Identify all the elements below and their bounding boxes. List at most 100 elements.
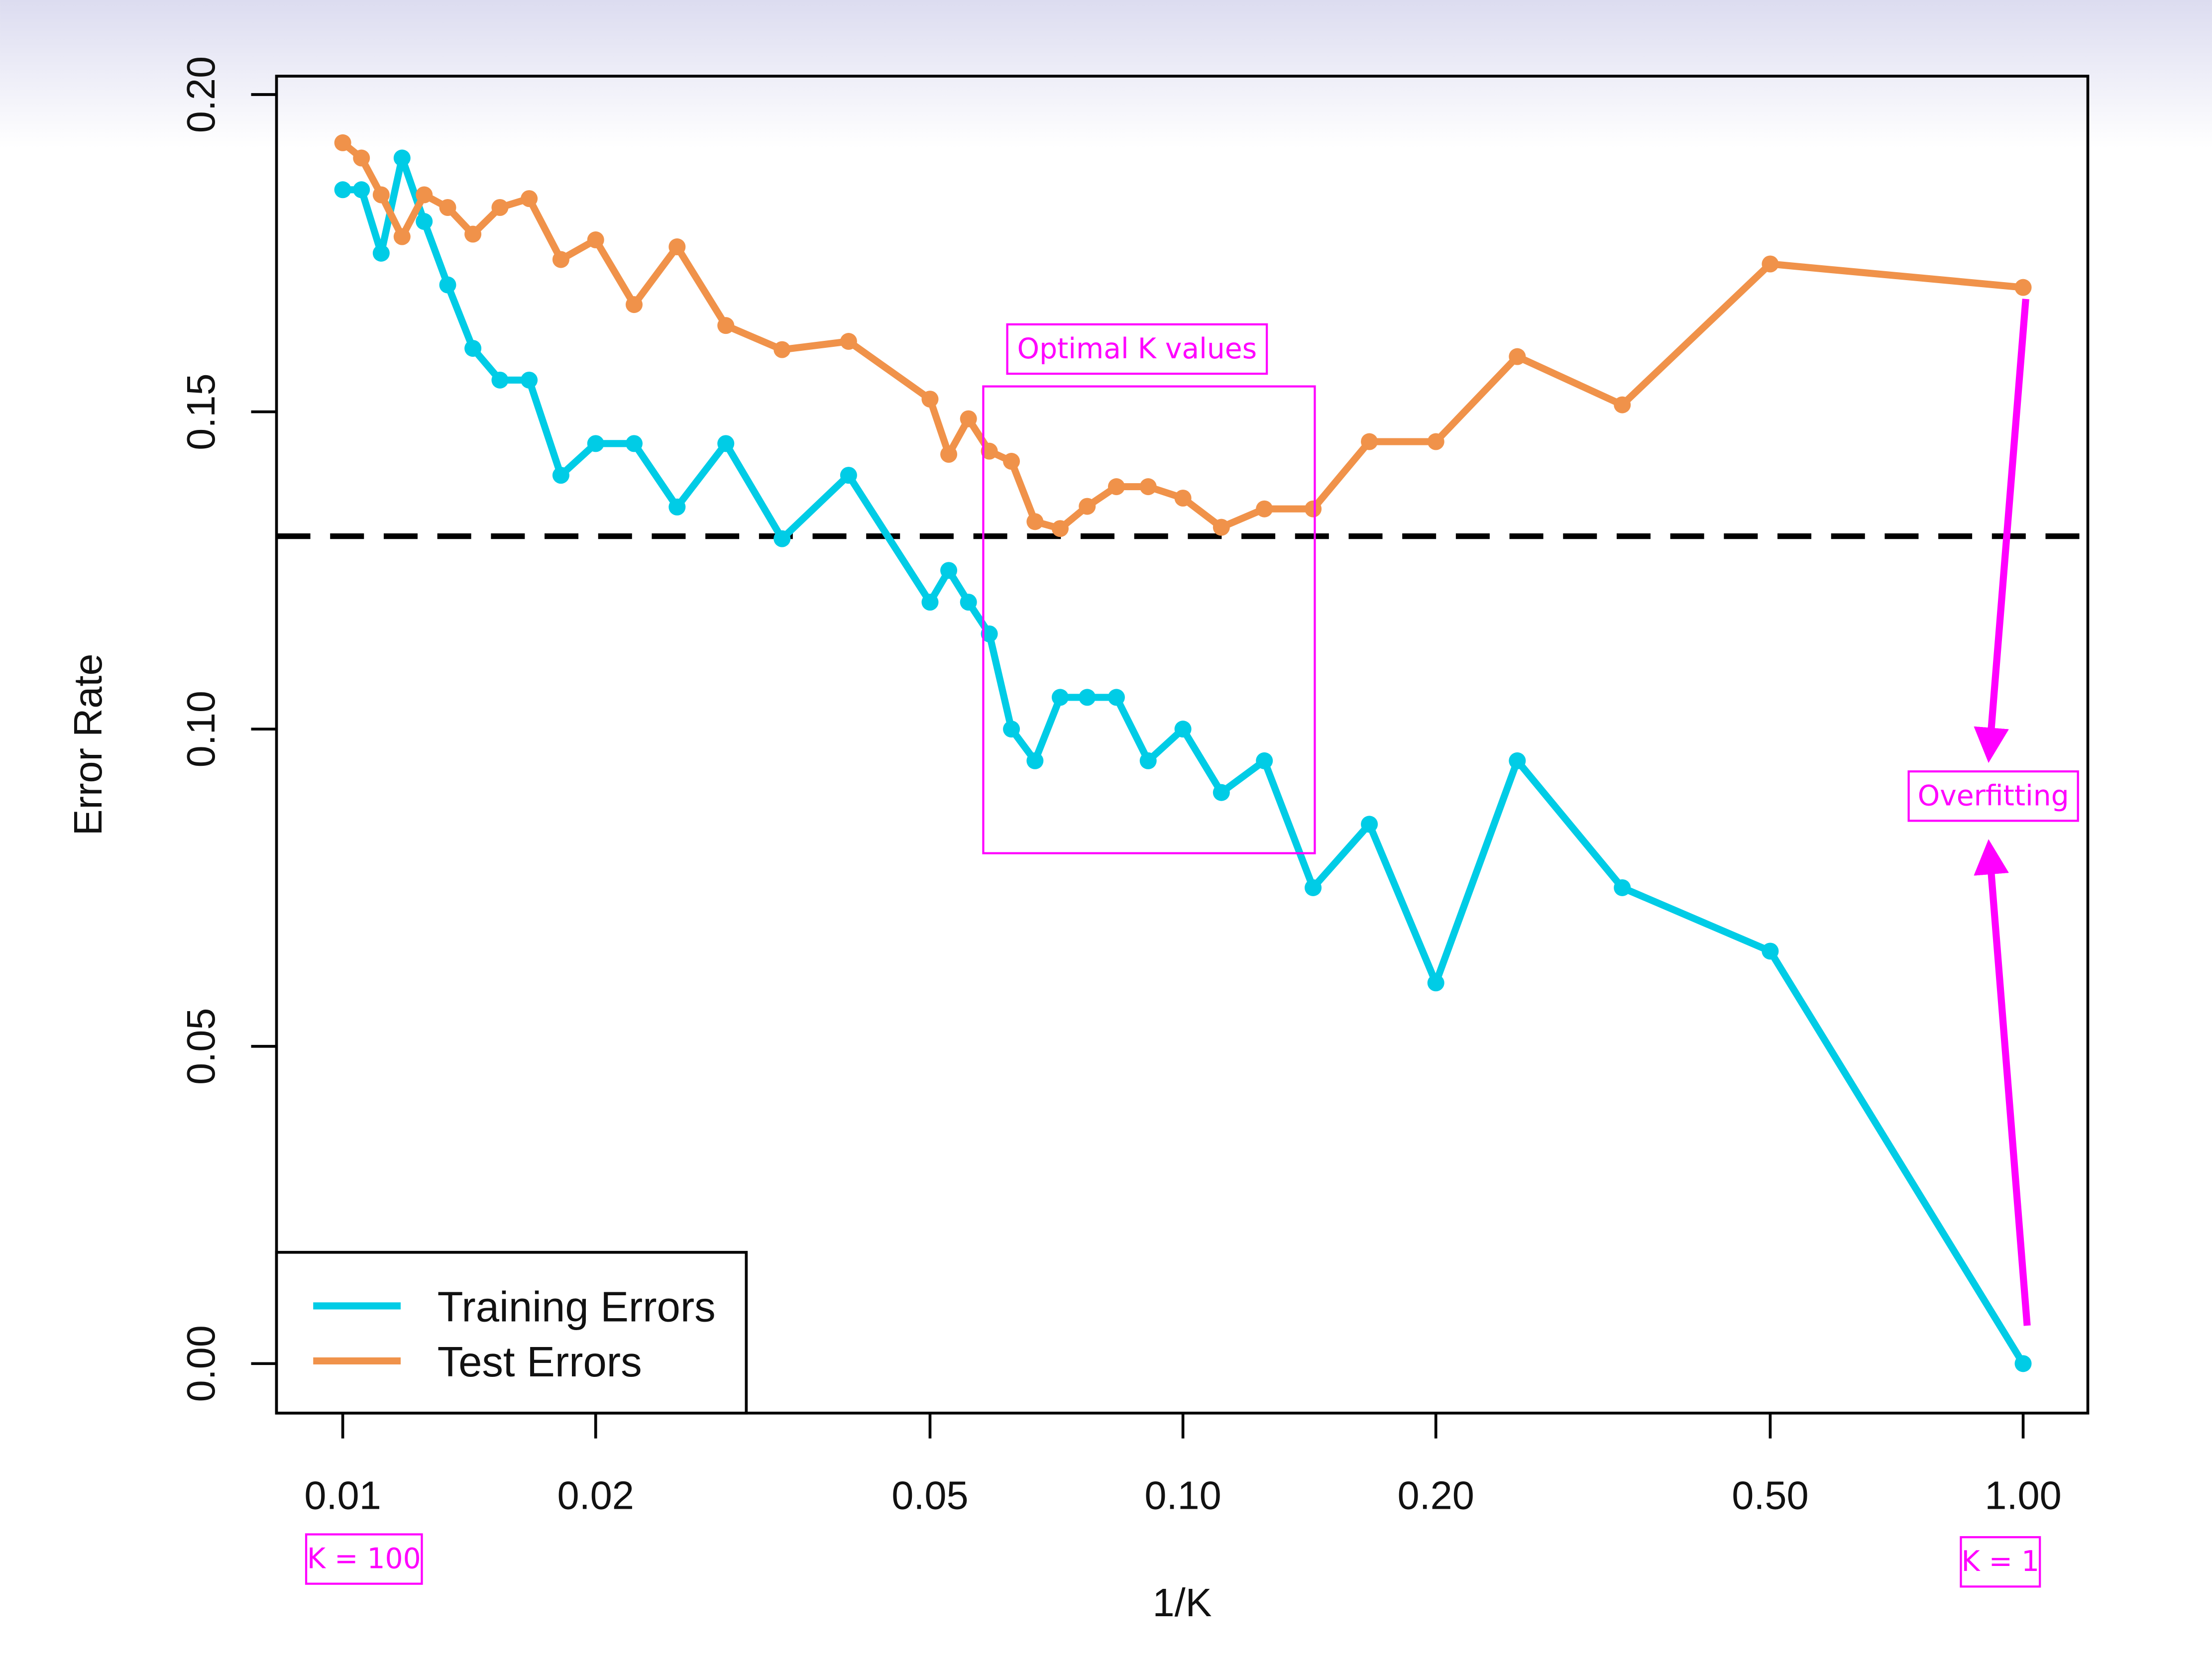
arrow [1974,299,2029,763]
data-point [1051,689,1069,706]
data-point [1079,498,1096,515]
data-point [1509,348,1526,365]
x-tick-label: 0.01 [304,1473,381,1517]
data-point [1079,689,1096,706]
x-tick-label: 0.05 [891,1473,968,1517]
data-point [981,625,998,642]
data-point [393,149,411,167]
data-point [1051,520,1069,537]
data-point [552,467,569,484]
legend-label: Test Errors [438,1339,642,1386]
data-point [1213,519,1230,536]
annotation-box [1960,1536,2041,1588]
annotation: Overfitting [1918,779,2069,812]
data-point [439,276,456,294]
data-point [625,296,643,313]
x-tick-label: 0.02 [557,1473,634,1517]
arrow [1974,839,2031,1326]
data-point [717,317,735,334]
x-tick-label: 0.10 [1144,1473,1221,1517]
annotation: K = 1 [1961,1545,2039,1578]
annotation: Optimal K values [1017,332,1257,365]
y-tick-label: 0.00 [179,1325,223,1402]
data-point [353,181,370,199]
data-point [1614,879,1631,896]
data-point [840,333,857,350]
data-point [1762,942,1779,960]
x-axis-label: 1/K [1152,1580,1212,1625]
data-point [1213,784,1230,801]
data-point [1361,816,1378,833]
data-point [921,391,939,408]
annotation-box [305,1533,423,1585]
data-point [1174,721,1192,738]
data-point [1026,513,1044,530]
data-point [1427,433,1444,450]
data-point [1026,752,1044,769]
x-tick-label: 0.50 [1732,1473,1808,1517]
data-point [960,410,977,427]
data-point [334,181,351,199]
data-point [1107,478,1125,496]
x-tick-label: 1.00 [1985,1473,2061,1517]
data-point [372,186,390,204]
data-point [521,371,538,389]
annotation: K = 100 [307,1543,421,1575]
data-point [1174,490,1192,507]
data-point [2014,1355,2032,1372]
data-point [416,186,433,204]
data-point [840,467,857,484]
y-tick-label: 0.20 [179,56,223,133]
data-point [940,446,958,463]
data-point [587,435,604,452]
data-point [491,199,509,216]
data-point [491,371,509,389]
y-tick-label: 0.10 [179,691,223,767]
data-point [464,225,482,243]
data-point [921,594,939,611]
data-point [774,530,791,547]
data-point [1509,752,1526,769]
data-point [981,442,998,460]
x-tick-label: 0.20 [1397,1473,1474,1517]
data-point [1614,396,1631,414]
data-point [353,149,370,167]
data-point [334,134,351,151]
data-point [1107,689,1125,706]
data-point [372,244,390,262]
header-band [0,0,2212,148]
data-point [1256,500,1273,518]
data-point [1762,255,1779,273]
annotation-box [1907,770,2079,822]
data-point [1305,879,1322,896]
data-point [1427,974,1444,992]
series-line [342,154,2026,1366]
data-point [1003,721,1020,738]
data-point [717,435,735,452]
data-point [416,213,433,230]
data-point [668,238,686,256]
y-axis-label: Error Rate [66,653,110,835]
data-point [552,251,569,268]
data-point [2014,279,2032,296]
data-point [1305,500,1322,518]
data-point [439,199,456,216]
data-point [587,231,604,249]
y-tick-label: 0.15 [179,373,223,450]
plot-frame [275,75,2090,1415]
data-point [668,498,686,516]
data-point [960,594,977,611]
annotation-box [1006,323,1268,375]
data-point [1256,752,1273,769]
legend-box [275,1250,748,1415]
data-point [940,562,958,579]
data-point [521,190,538,208]
data-point [464,340,482,357]
data-point [774,341,791,358]
optimal-region [982,385,1316,854]
data-point [1139,478,1157,496]
y-tick-label: 0.05 [179,1008,223,1085]
data-point [1361,433,1378,450]
